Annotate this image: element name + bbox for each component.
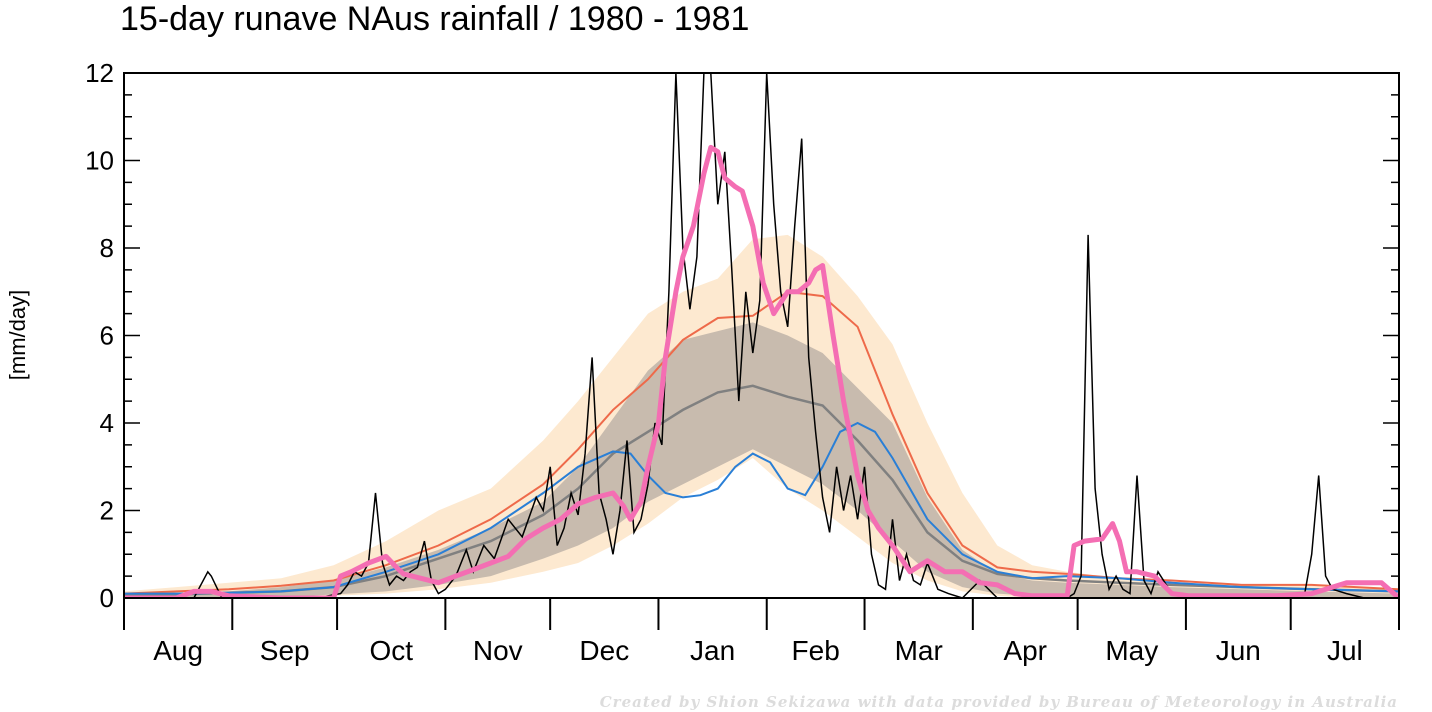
x-month-label: Feb — [792, 635, 840, 666]
y-tick-label: 6 — [100, 321, 114, 351]
daily-rainfall-line — [124, 73, 1399, 598]
chart-title: 15-day runave NAus rainfall / 1980 - 198… — [120, 0, 749, 38]
y-tick-label: 8 — [100, 233, 114, 263]
x-month-label: Apr — [1003, 635, 1047, 666]
x-month-label: May — [1105, 635, 1158, 666]
plot-area — [124, 73, 1399, 598]
x-month-label: Aug — [153, 635, 203, 666]
x-month-label: Dec — [579, 635, 629, 666]
mean-line — [124, 290, 1399, 595]
inner-percentile-band — [124, 322, 1399, 598]
median-line — [124, 384, 1399, 598]
runave-line — [124, 144, 1399, 598]
x-month-label: Sep — [260, 635, 310, 666]
x-month-label: Oct — [369, 635, 413, 666]
y-axis-label: [mm/day] — [5, 290, 30, 380]
x-month-label: Jun — [1216, 635, 1261, 666]
x-month-label: Mar — [895, 635, 943, 666]
y-tick-label: 4 — [100, 408, 114, 438]
y-tick-label: 12 — [85, 58, 114, 88]
x-month-label: Jan — [690, 635, 735, 666]
x-month-label: Jul — [1327, 635, 1363, 666]
comparison-line — [124, 421, 1399, 595]
x-month-label: Nov — [473, 635, 523, 666]
y-tick-label: 2 — [100, 496, 114, 526]
axes: 0 2 4 6 8 10 12 Aug Sep Oct Nov Dec Jan Feb Mar Apr May J… — [85, 58, 1400, 666]
y-tick-label: 10 — [85, 146, 114, 176]
y-tick-label: 0 — [100, 583, 114, 613]
credit-text: Created by Shion Sekizawa with data prov… — [600, 693, 1398, 711]
